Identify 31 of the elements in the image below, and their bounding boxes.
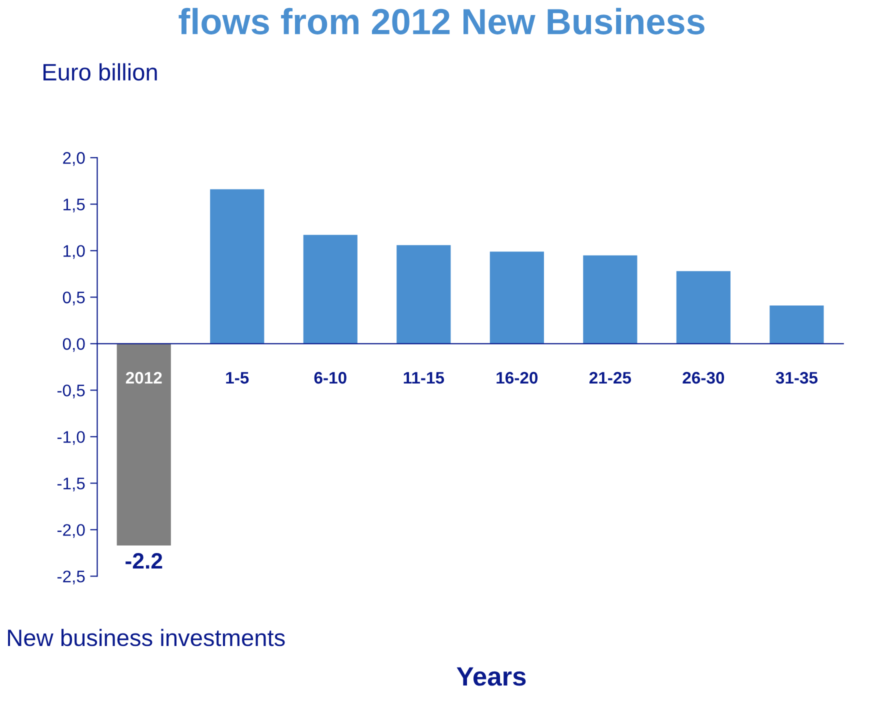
y-tick-label: 1,5 — [64, 198, 85, 212]
y-tick-label: -2,0 — [57, 524, 85, 538]
x-tick-label: 21-25 — [589, 372, 632, 384]
y-tick-label: -0,5 — [57, 384, 85, 398]
x-tick-label: 26-30 — [682, 372, 724, 384]
x-tick-label: 1-5 — [226, 372, 249, 384]
y-tick-label: 0,5 — [62, 292, 85, 306]
bar — [396, 245, 451, 344]
bar — [210, 189, 264, 344]
y-tick-label: 2,0 — [63, 152, 85, 166]
x-tick-label: 2012 — [126, 372, 162, 384]
bar — [583, 255, 638, 344]
y-tick-label: 0,0 — [62, 338, 85, 352]
x-tick-label: 31-35 — [776, 372, 818, 384]
y-tick-label: -1,5 — [57, 478, 85, 492]
bar — [490, 252, 544, 344]
bar — [303, 234, 358, 344]
y-tick-label: 1,0 — [64, 245, 85, 259]
y-axis-title: Euro billion — [43, 63, 157, 81]
text: New business investments — [8, 628, 285, 646]
y-tick-label: -2,5 — [57, 570, 85, 584]
bar — [676, 271, 730, 344]
data-label: -2.2 — [126, 553, 162, 569]
bar — [116, 344, 171, 546]
chart-title: flows from 2012 New Business — [178, 8, 704, 34]
x-axis-title: Years — [456, 667, 526, 686]
x-tick-label: 11-15 — [404, 372, 444, 384]
y-tick-label: -1,0 — [57, 431, 85, 445]
x-tick-label: 16-20 — [496, 372, 538, 384]
x-tick-label: 6-10 — [314, 372, 346, 384]
bar — [770, 306, 824, 344]
